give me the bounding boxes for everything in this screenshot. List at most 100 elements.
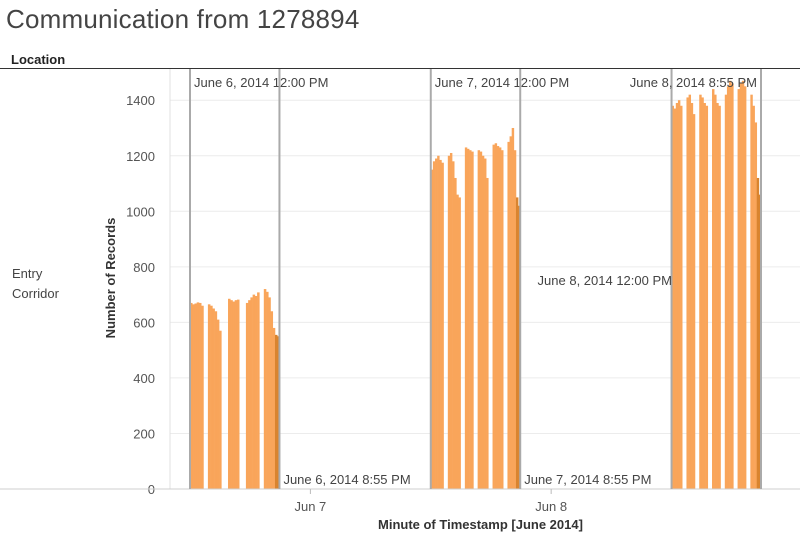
reference-line-label: June 7, 2014 8:55 PM bbox=[524, 472, 651, 487]
bar bbox=[752, 105, 755, 490]
bar bbox=[692, 114, 696, 489]
bar bbox=[509, 136, 513, 489]
bar bbox=[192, 304, 195, 489]
bar bbox=[739, 83, 743, 490]
bar bbox=[245, 302, 249, 489]
bar bbox=[212, 308, 215, 489]
bar bbox=[228, 298, 231, 489]
reference-lines: June 6, 2014 12:00 PM June 6, 2014 8:55 P… bbox=[189, 69, 762, 489]
bar bbox=[437, 155, 440, 489]
bar bbox=[274, 334, 278, 489]
bar bbox=[194, 303, 198, 489]
bar bbox=[449, 152, 453, 489]
bar bbox=[207, 304, 211, 489]
bar bbox=[716, 102, 719, 490]
bar bbox=[690, 102, 694, 490]
bar bbox=[714, 94, 717, 489]
bar bbox=[486, 177, 489, 490]
x-tick-label: Jun 7 bbox=[294, 499, 326, 514]
bar bbox=[219, 330, 222, 489]
bar bbox=[703, 102, 706, 490]
bar bbox=[494, 143, 498, 489]
y-tick-label: 400 bbox=[133, 371, 155, 386]
bar bbox=[479, 151, 483, 489]
bar bbox=[677, 100, 681, 489]
bar bbox=[252, 294, 256, 489]
bars bbox=[190, 80, 762, 490]
bar bbox=[469, 150, 472, 489]
bar bbox=[686, 97, 689, 490]
bar bbox=[671, 105, 674, 490]
row-label-location: Entry Corridor bbox=[12, 266, 59, 301]
bar bbox=[498, 147, 502, 490]
bar bbox=[236, 299, 240, 489]
bar bbox=[513, 150, 517, 489]
bar bbox=[743, 86, 747, 489]
bar bbox=[190, 302, 193, 489]
bar bbox=[216, 319, 220, 489]
reference-line-label: June 6, 2014 8:55 PM bbox=[283, 472, 410, 487]
reference-line-label: June 8, 2014 12:00 PM bbox=[538, 273, 672, 288]
bar bbox=[680, 105, 683, 490]
bar bbox=[439, 159, 442, 489]
bar bbox=[230, 300, 233, 489]
reference-line-label: June 7, 2014 12:00 PM bbox=[435, 75, 569, 90]
y-axis-title: Number of Records bbox=[103, 218, 118, 339]
bar bbox=[701, 97, 704, 490]
bar bbox=[724, 94, 728, 489]
bar bbox=[250, 297, 253, 489]
bar bbox=[699, 94, 702, 489]
chart-title: Communication from 1278894 bbox=[6, 4, 360, 34]
bar bbox=[729, 80, 732, 489]
bar bbox=[515, 197, 519, 489]
bar bbox=[464, 147, 468, 490]
bar bbox=[741, 80, 745, 489]
bar bbox=[756, 177, 760, 490]
bar bbox=[430, 169, 434, 489]
bar bbox=[726, 86, 730, 489]
bar bbox=[210, 305, 213, 489]
bar bbox=[471, 151, 474, 489]
bar bbox=[257, 292, 260, 489]
bar bbox=[263, 289, 267, 489]
bar bbox=[731, 83, 734, 490]
bar bbox=[266, 291, 269, 489]
bar bbox=[452, 161, 455, 490]
bar bbox=[511, 127, 515, 490]
bar bbox=[432, 161, 436, 490]
bar bbox=[458, 197, 461, 489]
bar bbox=[447, 155, 451, 489]
x-axis-title: Minute of Timestamp [June 2014] bbox=[378, 517, 583, 532]
bar bbox=[232, 301, 236, 489]
y-tick-label: 200 bbox=[133, 426, 155, 441]
bar bbox=[466, 148, 470, 489]
bar bbox=[496, 146, 500, 489]
bar bbox=[750, 94, 753, 489]
bar bbox=[201, 305, 204, 489]
bar bbox=[268, 297, 271, 489]
y-tick-label: 1400 bbox=[126, 93, 155, 108]
bar bbox=[688, 94, 692, 489]
bar bbox=[754, 122, 758, 489]
reference-line-label: June 6, 2014 12:00 PM bbox=[194, 75, 328, 90]
bar bbox=[477, 150, 481, 489]
bar bbox=[454, 177, 457, 490]
bar bbox=[481, 155, 485, 489]
bar bbox=[673, 108, 677, 489]
bar bbox=[234, 300, 238, 489]
bar bbox=[214, 311, 218, 489]
bar bbox=[198, 302, 202, 489]
y-axis-title-group: Number of Records bbox=[103, 218, 118, 339]
bar bbox=[737, 89, 741, 490]
bar bbox=[507, 141, 510, 489]
location-column-header: Location bbox=[11, 52, 66, 67]
bar bbox=[248, 300, 251, 489]
bar bbox=[270, 311, 274, 489]
y-tick-label: 800 bbox=[133, 260, 155, 275]
header-divider bbox=[0, 68, 800, 69]
reference-line-label: June 8, 2014 8:55 PM bbox=[630, 75, 757, 90]
bar bbox=[718, 105, 721, 490]
bar bbox=[435, 158, 438, 489]
y-tick-label: 600 bbox=[133, 315, 155, 330]
bar bbox=[456, 194, 459, 489]
